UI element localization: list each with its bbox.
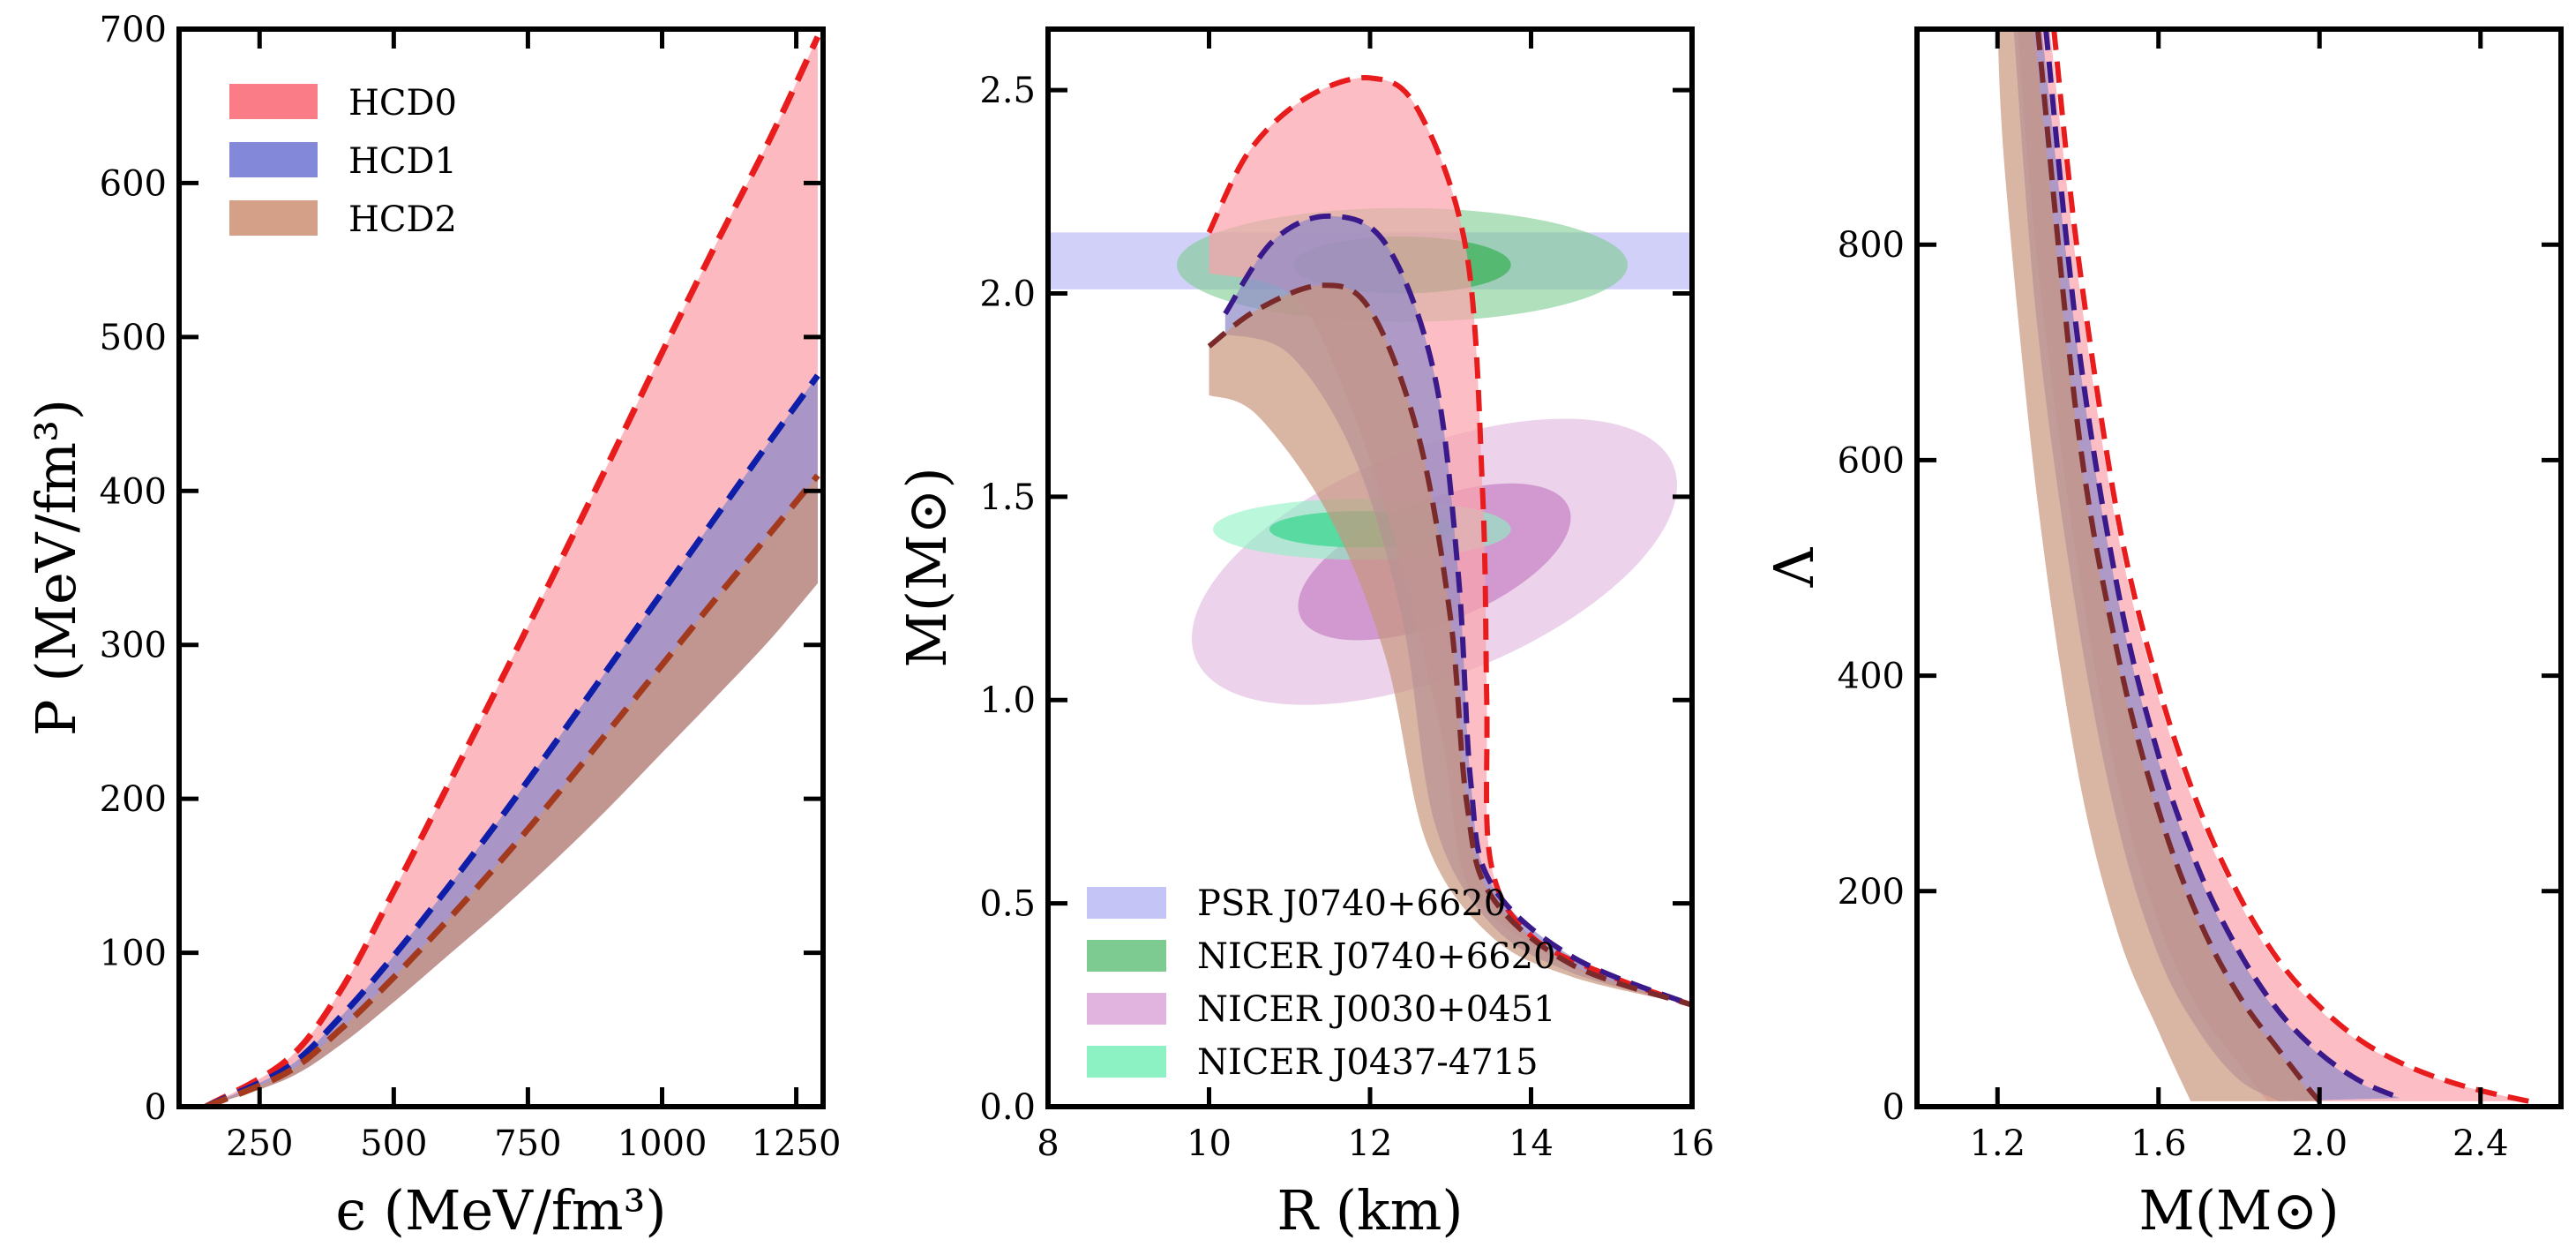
panel-mass-radius-ylabel: M(M⊙)	[895, 467, 959, 667]
legend-swatch-hcd2	[229, 200, 318, 236]
ytick-label: 1.5	[979, 477, 1036, 518]
xtick-label: 1000	[618, 1123, 708, 1164]
legend-swatch-nicer-j0437	[1087, 1046, 1166, 1078]
legend-label-psr-j0740: PSR J0740+6620	[1197, 883, 1506, 924]
panel-eos-xlabel: ϵ (MeV/fm³)	[335, 1178, 666, 1243]
panel-tidal-ylabel: Λ	[1762, 546, 1826, 588]
legend-label-nicer-j0030: NICER J0030+0451	[1197, 989, 1556, 1030]
ytick-label: 500	[100, 318, 167, 358]
ytick-label: 200	[100, 779, 167, 820]
ytick-label: 700	[100, 10, 167, 50]
xtick-label: 750	[494, 1123, 561, 1164]
legend-swatch-hcd0	[229, 84, 318, 119]
ytick-label: 0.0	[979, 1087, 1036, 1128]
ytick-label: 100	[100, 934, 167, 974]
ytick-label: 400	[100, 471, 167, 512]
ytick-label: 2.5	[979, 71, 1036, 111]
ytick-label: 0.5	[979, 884, 1036, 925]
ytick-label: 1.0	[979, 680, 1036, 721]
panel-mass-radius-xlabel: R (km)	[1277, 1178, 1463, 1243]
ytick-label: 0	[1883, 1087, 1905, 1128]
legend-label-hcd2: HCD2	[348, 199, 457, 240]
panel-eos-ylabel: P (MeV/fm³)	[24, 399, 88, 736]
ytick-label: 200	[1838, 872, 1905, 913]
panel-mass-radius: 8 10 12 14 16 0.0 0.5 1.0 1.5 2.0 2.5 PSR J0740+66…	[895, 26, 1715, 1243]
panel-eos-frame	[176, 26, 826, 1109]
curve-hcd1-limit	[2043, 29, 2401, 1101]
curve-hcd2-limit	[205, 473, 820, 1107]
legend-label-nicer-j0740: NICER J0740+6620	[1197, 936, 1556, 977]
panel-eos: 250 500 750 1000 12500100200300400500600700 …	[24, 10, 841, 1243]
ytick-label: 300	[100, 626, 167, 666]
legend-label-hcd1: HCD1	[348, 141, 457, 182]
band-hcd2	[1209, 285, 1692, 1005]
legend-swatch-psr-j0740	[1087, 887, 1166, 919]
ytick-label: 800	[1838, 225, 1905, 266]
panel-eos-legend: HCD0 HCD1 HCD2	[229, 83, 457, 240]
ytick-label: 400	[1838, 657, 1905, 697]
legend-swatch-nicer-j0030	[1087, 993, 1166, 1025]
curve-hcd2-limit	[1207, 282, 1692, 1008]
panel-tidal: 1.2 1.6 2.0 2.4 0 200 400 600 800 M(M⊙) Λ	[1762, 26, 2564, 1243]
curve-hcd0-limit	[1206, 75, 1692, 1008]
ytick-label: 2.0	[979, 274, 1036, 314]
ytick-label: 600	[1838, 440, 1905, 481]
xtick-label: 1.6	[2130, 1123, 2187, 1164]
xtick-label: 16	[1670, 1123, 1715, 1164]
band-hcd2	[1997, 29, 2320, 1101]
curve-hcd0-limit	[204, 35, 821, 1107]
curve-hcd1-limit	[204, 373, 820, 1107]
xtick-label: 1250	[752, 1123, 842, 1164]
legend-swatch-hcd1	[229, 142, 318, 177]
panel-tidal-frame	[1914, 26, 2564, 1109]
panel-mass-radius-legend: PSR J0740+6620 NICER J0740+6620 NICER J0…	[1087, 883, 1556, 1083]
curve-hcd2-limit	[2034, 29, 2322, 1103]
panel-tidal-xlabel: M(M⊙)	[2138, 1178, 2339, 1243]
legend-label-hcd0: HCD0	[348, 83, 457, 124]
xtick-label: 500	[360, 1123, 427, 1164]
xtick-label: 8	[1037, 1123, 1059, 1164]
curve-hcd1-limit	[1223, 213, 1692, 1008]
ytick-label: 0	[145, 1087, 167, 1128]
xtick-label: 10	[1187, 1123, 1232, 1164]
xtick-label: 12	[1348, 1123, 1393, 1164]
xtick-label: 2.4	[2452, 1123, 2509, 1164]
legend-label-nicer-j0437: NICER J0437-4715	[1197, 1042, 1539, 1083]
xtick-label: 250	[226, 1123, 293, 1164]
ytick-label: 600	[100, 163, 167, 204]
curve-hcd0-limit	[2051, 29, 2530, 1104]
xtick-label: 2.0	[2291, 1123, 2348, 1164]
xtick-label: 14	[1509, 1123, 1554, 1164]
legend-swatch-nicer-j0740	[1087, 940, 1166, 972]
xtick-label: 1.2	[1969, 1123, 2026, 1164]
